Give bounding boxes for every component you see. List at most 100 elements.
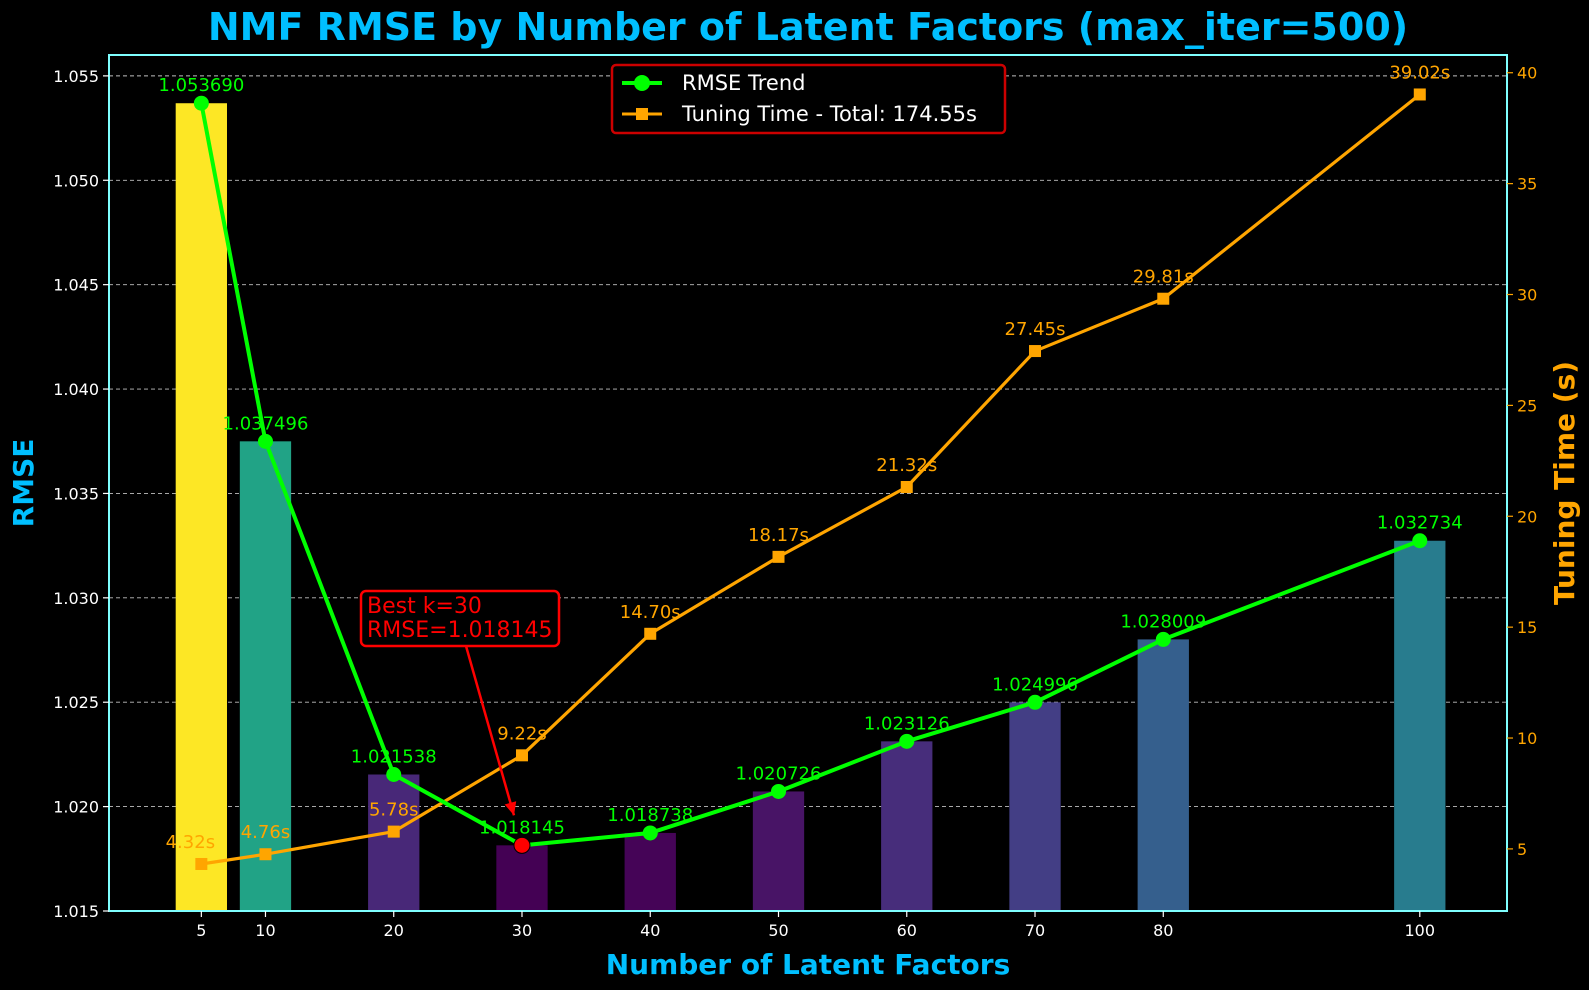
tuning-time-data-label: 27.45s: [1005, 319, 1066, 340]
y2-tick-label: 25: [1517, 396, 1537, 415]
bars: [175, 103, 1446, 912]
rmse-data-label: 1.023126: [864, 713, 950, 734]
y-tick-label: 1.045: [53, 276, 99, 295]
rmse-marker: [1412, 533, 1428, 549]
rmse-marker: [771, 783, 787, 799]
rmse-marker: [899, 733, 915, 749]
x-tick-label: 50: [768, 921, 788, 940]
tuning-time-marker: [900, 480, 913, 493]
tuning-time-marker: [1029, 345, 1042, 358]
bar: [175, 103, 227, 912]
y-tick-label: 1.035: [53, 484, 99, 503]
x-tick-label: 20: [384, 921, 404, 940]
tuning-time-data-label: 39.02s: [1389, 62, 1450, 83]
bar: [1394, 540, 1446, 911]
rmse-data-label: 1.037496: [223, 413, 309, 434]
y2-axis-ticks: 5 10 15 20 25 30 35 40: [1507, 64, 1537, 859]
bar: [1137, 639, 1189, 911]
y-tick-label: 1.050: [53, 171, 99, 190]
rmse-series: [193, 95, 1428, 854]
x-tick-label: 30: [512, 921, 532, 940]
tuning-time-marker: [259, 848, 272, 861]
tuning-time-series: [195, 88, 1426, 870]
bar: [881, 741, 933, 911]
y-tick-label: 1.020: [53, 798, 99, 817]
rmse-marker: [642, 825, 658, 841]
tuning-time-marker: [515, 749, 528, 762]
chart-title: NMF RMSE by Number of Latent Factors (ma…: [208, 5, 1408, 49]
bar: [239, 441, 292, 911]
x-axis-title: Number of Latent Factors: [606, 948, 1011, 981]
rmse-marker: [1027, 694, 1043, 710]
y2-tick-label: 30: [1517, 286, 1537, 305]
legend-rmse-marker: [634, 75, 650, 91]
x-tick-label: 60: [897, 921, 917, 940]
legend-box: [610, 63, 1007, 135]
legend-time-label: Tuning Time - Total: 174.55s: [681, 102, 977, 126]
rmse-marker: [386, 766, 402, 782]
annotation-line-1: Best k=30: [367, 594, 482, 619]
annotation-line-2: RMSE=1.018145: [367, 618, 553, 643]
annotation-arrow-head: [504, 801, 517, 816]
tuning-time-data-label: 4.76s: [241, 822, 290, 843]
tuning-time-data-label: 18.17s: [748, 525, 809, 546]
y-tick-label: 1.030: [53, 589, 99, 608]
legend-time-marker: [636, 108, 648, 120]
x-tick-label: 80: [1153, 921, 1173, 940]
tuning-time-marker: [387, 825, 400, 838]
bar: [368, 774, 420, 911]
rmse-data-label: 1.028009: [1120, 611, 1206, 632]
bar: [496, 845, 548, 911]
y-tick-label: 1.015: [53, 902, 99, 921]
y-axis-ticks: 1.015 1.020 1.025 1.030 1.035 1.040 1.045 1.050…: [53, 67, 109, 921]
best-rmse-marker: [513, 836, 531, 854]
y2-axis-title: Tuning Time (s): [1548, 361, 1581, 605]
bar: [624, 832, 676, 911]
y2-tick-label: 20: [1517, 507, 1537, 526]
x-tick-label: 5: [196, 921, 206, 940]
tuning-time-data-label: 21.32s: [876, 455, 937, 476]
tuning-time-marker: [195, 857, 208, 870]
y-tick-label: 1.040: [53, 380, 99, 399]
y-tick-label: 1.055: [53, 67, 99, 86]
tuning-time-marker: [1413, 88, 1426, 101]
y2-tick-label: 5: [1517, 840, 1527, 859]
rmse-data-label: 1.032734: [1377, 513, 1463, 534]
tuning-time-marker: [772, 550, 785, 563]
rmse-data-label: 1.024996: [992, 674, 1078, 695]
legend-rmse-label: RMSE Trend: [682, 71, 805, 95]
legend: RMSE Trend Tuning Time - Total: 174.55s: [610, 63, 1007, 135]
rmse-data-label: 1.020726: [736, 763, 822, 784]
data-labels: 1.053690 4.32s 1.037496 4.76s 1.021538 5.78s 1…: [158, 62, 1462, 853]
x-tick-label: 70: [1025, 921, 1045, 940]
rmse-marker: [193, 95, 209, 111]
x-tick-label: 100: [1405, 921, 1436, 940]
tuning-time-data-label: 9.22s: [497, 723, 546, 744]
bar: [752, 791, 805, 911]
y2-tick-label: 35: [1517, 175, 1537, 194]
tuning-time-data-label: 29.81s: [1133, 267, 1194, 288]
x-tick-label: 40: [640, 921, 660, 940]
y2-tick-label: 40: [1517, 64, 1537, 83]
tuning-time-data-label: 4.32s: [166, 832, 215, 853]
rmse-marker: [1155, 631, 1171, 647]
y-axis-title: RMSE: [7, 439, 40, 528]
plot-frame: [108, 54, 1508, 912]
rmse-data-label: 1.053690: [158, 75, 244, 96]
bar: [1009, 702, 1061, 911]
tuning-time-marker: [644, 627, 657, 640]
tuning-time-data-label: 5.78s: [369, 800, 418, 821]
rmse-marker: [257, 433, 273, 449]
rmse-data-label: 1.021538: [351, 746, 437, 767]
rmse-data-label: 1.018738: [607, 805, 693, 826]
x-tick-label: 10: [255, 921, 275, 940]
rmse-line: [199, 102, 1421, 848]
x-axis-ticks: 5 10 20 30 40 50 60 70 80 100: [196, 911, 1435, 940]
rmse-data-label: 1.018145: [479, 817, 565, 838]
y2-tick-label: 10: [1517, 729, 1537, 748]
tuning-time-line: [201, 93, 1421, 866]
annotation-arrow-shaft: [464, 645, 516, 816]
